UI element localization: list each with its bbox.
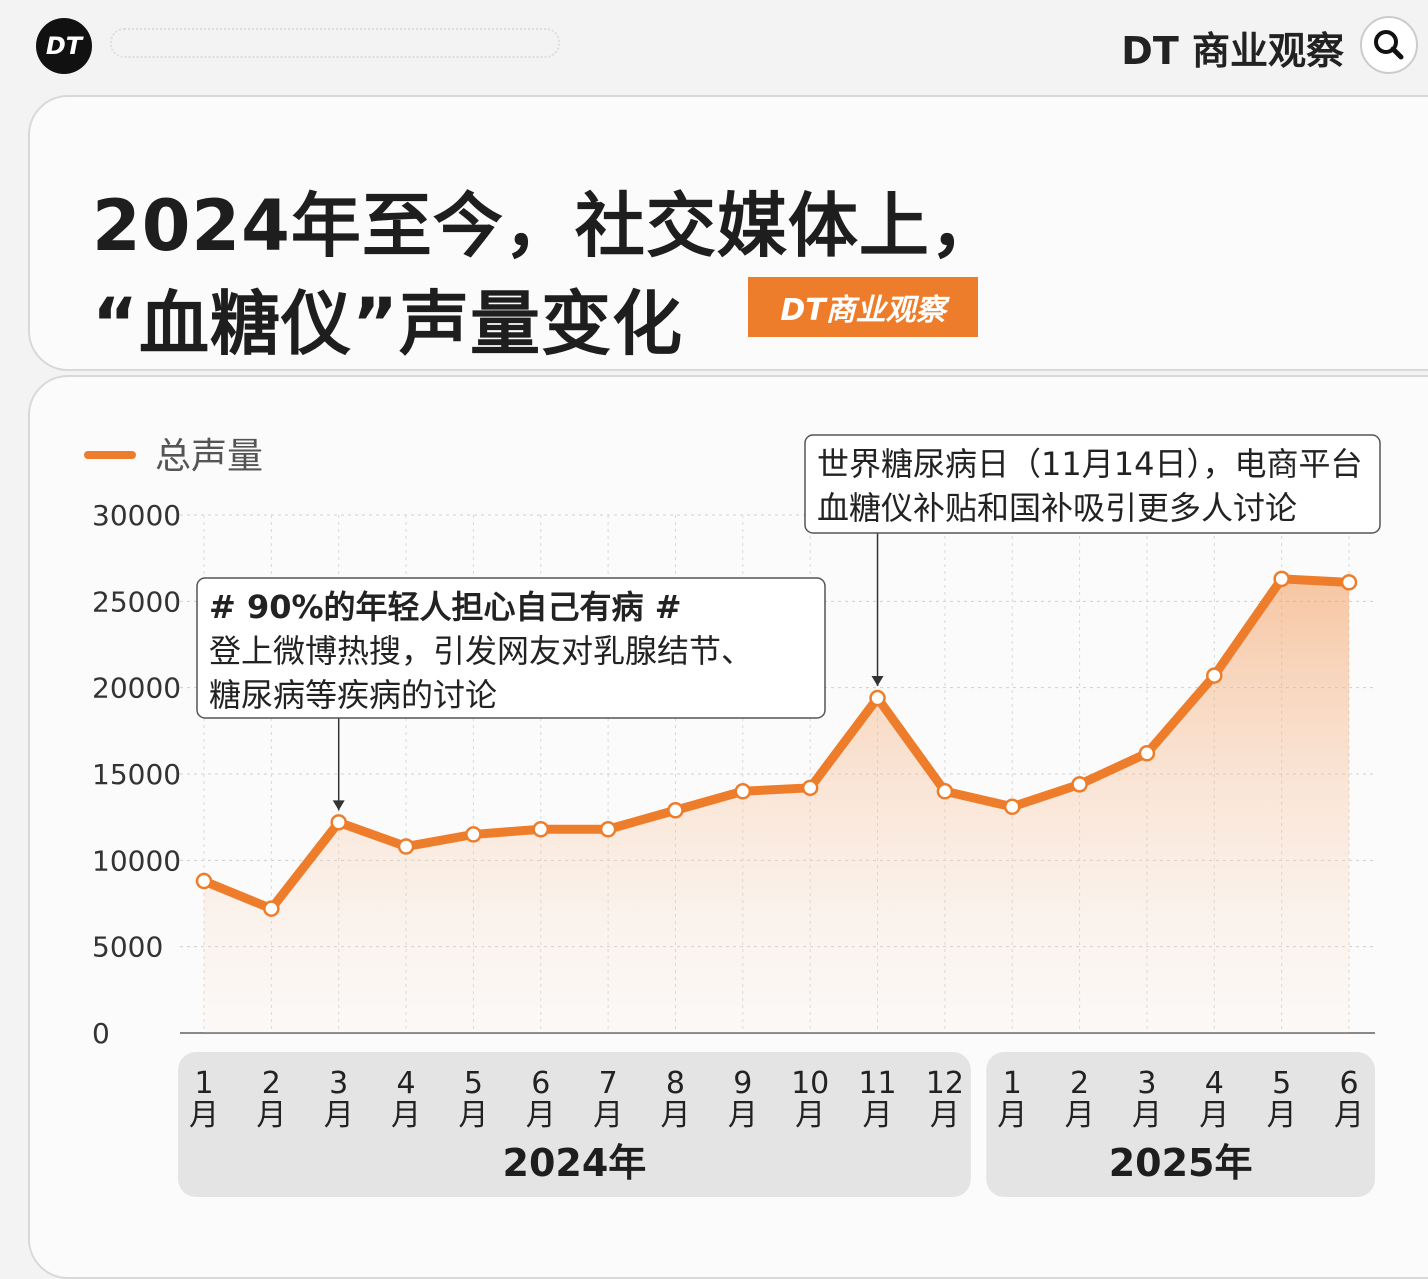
y-tick-label: 10000 [92,844,181,877]
annotation-text: 血糖仪补贴和国补吸引更多人讨论 [817,489,1297,527]
x-tick-label: 7月 [593,1066,624,1133]
y-tick-label: 25000 [92,585,181,618]
point [869,689,886,707]
point [330,814,347,831]
line [202,574,1350,914]
area [204,578,1349,1033]
x-tick-label: 5月 [458,1066,489,1133]
point [599,821,617,838]
badge: DT商业观察 [748,277,978,337]
annotation-arrowhead [332,800,345,811]
annotation-text: 登上微博热搜，引发网友对乳腺结节、 [209,632,753,670]
point [1138,745,1156,762]
point [263,900,280,917]
title: 2024年至今，社交媒体上， [92,185,1001,267]
x-tick-label: 3月 [1131,1066,1162,1133]
x-tick-label: 6月 [1334,1066,1364,1133]
annotation-text: 世界糖尿病日（11月14日），电商平台 [817,445,1362,483]
point [1003,798,1021,816]
search-icon [1374,30,1404,60]
x-tick-label: 2月 [1064,1066,1095,1133]
x-tick-label: 5月 [1266,1066,1297,1133]
annotation-box [804,434,1381,534]
x-group-box [178,1052,971,1197]
x-tick-label: 4月 [1199,1066,1230,1133]
x-tick-label: 2月 [256,1066,287,1133]
annotation-arrowhead [871,676,884,687]
x-group-box [986,1052,1375,1197]
point [1273,570,1290,588]
brand: DT 商业观察 [1121,29,1344,73]
legend-label: 总声量 [155,436,263,477]
y-tick-label: 0 [92,1017,110,1050]
point [532,821,550,838]
y-tick-label: 5000 [92,931,163,964]
point [397,838,415,855]
point [195,872,213,890]
annotation-box [196,577,826,719]
point [801,779,819,797]
title: “血糖仪”声量变化 [92,283,684,365]
point [734,783,752,800]
x-tick-label: 4月 [391,1066,422,1133]
annotation-text: # 90%的年轻人担心自己有病 # [209,588,682,626]
y-tick-label: 15000 [92,758,181,791]
x-tick-label: 9月 [727,1066,758,1133]
x-tick-label: 3月 [323,1066,354,1133]
search-bar[interactable] [110,28,560,58]
search-button[interactable] [1360,16,1418,74]
x-tick-label: 1月 [189,1066,219,1133]
x-group-label: 2025年 [1109,1141,1253,1185]
point [667,802,684,819]
x-tick-label: 1月 [997,1066,1028,1133]
page: {"header": {"logo": "DT", "brand": "DT 商… [28,16,1428,1279]
x-tick-label: 12月 [925,1066,964,1133]
point [1071,776,1088,793]
x-tick-label: 6月 [525,1066,556,1133]
x-tick-label: 10月 [791,1066,830,1133]
logo[interactable]: DT [36,18,92,74]
annotation-text: 糖尿病等疾病的讨论 [209,676,497,714]
point [1206,667,1223,684]
x-group-label: 2024年 [503,1141,647,1185]
chart: 总声量 0 5000 10000 15000 20000 25000 30000 2024年 20… [84,434,1381,1197]
point [936,783,954,800]
y-tick-label: 20000 [92,672,181,705]
x-tick-label: 11月 [858,1066,897,1133]
point [1340,574,1358,591]
x-tick-label: 8月 [660,1066,691,1133]
point [465,826,482,843]
title-card [28,95,1428,371]
y-tick-label: 30000 [92,499,181,532]
